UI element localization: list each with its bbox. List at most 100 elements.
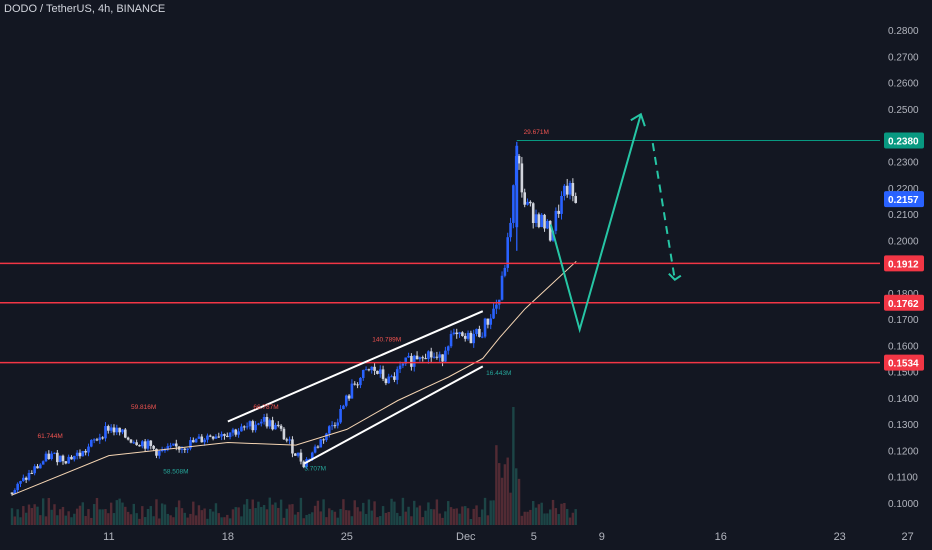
volume-bar	[98, 509, 102, 525]
volume-bar	[243, 504, 246, 525]
volume-bar	[367, 499, 371, 525]
candle-body	[146, 440, 150, 449]
candle-body	[540, 214, 544, 228]
volume-bar	[486, 515, 490, 525]
volume-annotation-label: 58.508M	[163, 469, 188, 476]
candle-body	[22, 477, 25, 482]
candle-body	[344, 395, 348, 406]
volume-bar	[109, 502, 113, 525]
candle-body	[203, 439, 206, 443]
volume-bar	[308, 513, 311, 525]
volume-annotation-label: 61.744M	[37, 433, 62, 440]
price-label-text: 0.2157	[888, 195, 919, 206]
candle-body	[458, 332, 461, 335]
volume-bar	[492, 500, 495, 525]
volume-bar	[296, 512, 300, 525]
candle-body	[461, 332, 464, 336]
candle-body	[138, 445, 141, 447]
candle-body	[200, 436, 204, 443]
candle-body	[296, 452, 300, 456]
price-label-badge	[884, 191, 924, 208]
candle-body	[276, 424, 280, 426]
volume-bar	[220, 517, 223, 525]
candle-body	[183, 448, 187, 450]
candle-body	[169, 445, 172, 447]
exchange-label: BINANCE	[116, 3, 166, 15]
candle-body	[526, 201, 529, 205]
price-tick-label: 0.1100	[888, 473, 918, 484]
candle-body	[435, 356, 439, 358]
candle-body	[455, 332, 459, 335]
candle-body	[387, 376, 391, 384]
candle-body	[70, 456, 73, 460]
price-labels: 0.2380 0.2157 0.1912 0.1762 0.1534	[884, 132, 924, 371]
volume-bar	[251, 499, 254, 525]
candle-body	[548, 220, 552, 241]
volume-bar	[387, 511, 390, 525]
candle-body	[452, 332, 456, 335]
volume-bar	[101, 509, 104, 525]
volume-bar	[469, 518, 473, 525]
candle-body	[500, 275, 504, 300]
volume-bar	[302, 518, 305, 525]
volume-bar	[370, 510, 373, 525]
time-tick-label: 5	[531, 531, 537, 543]
candle-body	[228, 432, 232, 437]
volume-bar	[27, 504, 31, 525]
candle-body	[543, 214, 546, 229]
volume-bar	[512, 407, 515, 525]
candle-body	[390, 376, 393, 378]
price-tick-label: 0.1500	[888, 368, 919, 379]
volume-bar	[489, 500, 492, 525]
volume-bar	[359, 511, 362, 525]
volume-bar	[112, 513, 116, 525]
candle-body	[197, 436, 201, 439]
volume-bar	[322, 499, 325, 525]
candle-body	[381, 369, 385, 379]
candle-body	[33, 466, 36, 474]
volume-bar	[92, 504, 96, 525]
volume-bar	[415, 507, 419, 525]
candle-body	[24, 477, 28, 480]
volume-bar	[549, 509, 552, 525]
volume-bar	[328, 508, 331, 525]
volume-bar	[483, 497, 487, 525]
candle-body	[166, 446, 170, 450]
volume-bar	[495, 445, 498, 525]
volume-bar	[268, 497, 271, 525]
volume-bar	[146, 508, 150, 525]
price-tick-label: 0.2200	[888, 184, 919, 195]
volume-bar	[248, 508, 252, 525]
volume-bar	[234, 507, 237, 525]
volume-bar	[311, 512, 314, 525]
candle-body	[81, 450, 85, 457]
candle-body	[316, 446, 320, 448]
volume-bar	[217, 513, 220, 525]
volume-bar	[152, 516, 155, 525]
volume-bar	[364, 513, 368, 525]
volume-bar	[194, 515, 198, 525]
candle-body	[438, 354, 442, 358]
price-tick-label: 0.1800	[888, 289, 919, 300]
candle-body	[242, 426, 246, 428]
volume-bar	[478, 517, 481, 525]
title-separator: ,	[91, 3, 98, 15]
candle-body	[265, 417, 269, 427]
candle-body	[359, 377, 362, 386]
volume-bar	[464, 506, 467, 525]
volume-bar	[87, 509, 90, 525]
candle-body	[245, 426, 249, 428]
volume-bar	[447, 501, 450, 525]
candle-body	[126, 437, 130, 440]
price-tick-label: 0.2500	[888, 105, 919, 116]
volume-bar	[345, 510, 348, 525]
volume-bar	[197, 505, 201, 525]
candle-body	[262, 417, 266, 422]
candle-body	[132, 442, 136, 444]
candle-body	[135, 442, 138, 446]
volume-bar	[410, 516, 413, 525]
time-axis: 11 18 25 Dec 5 9 16 23 27	[103, 531, 914, 543]
candle-body	[302, 461, 306, 468]
